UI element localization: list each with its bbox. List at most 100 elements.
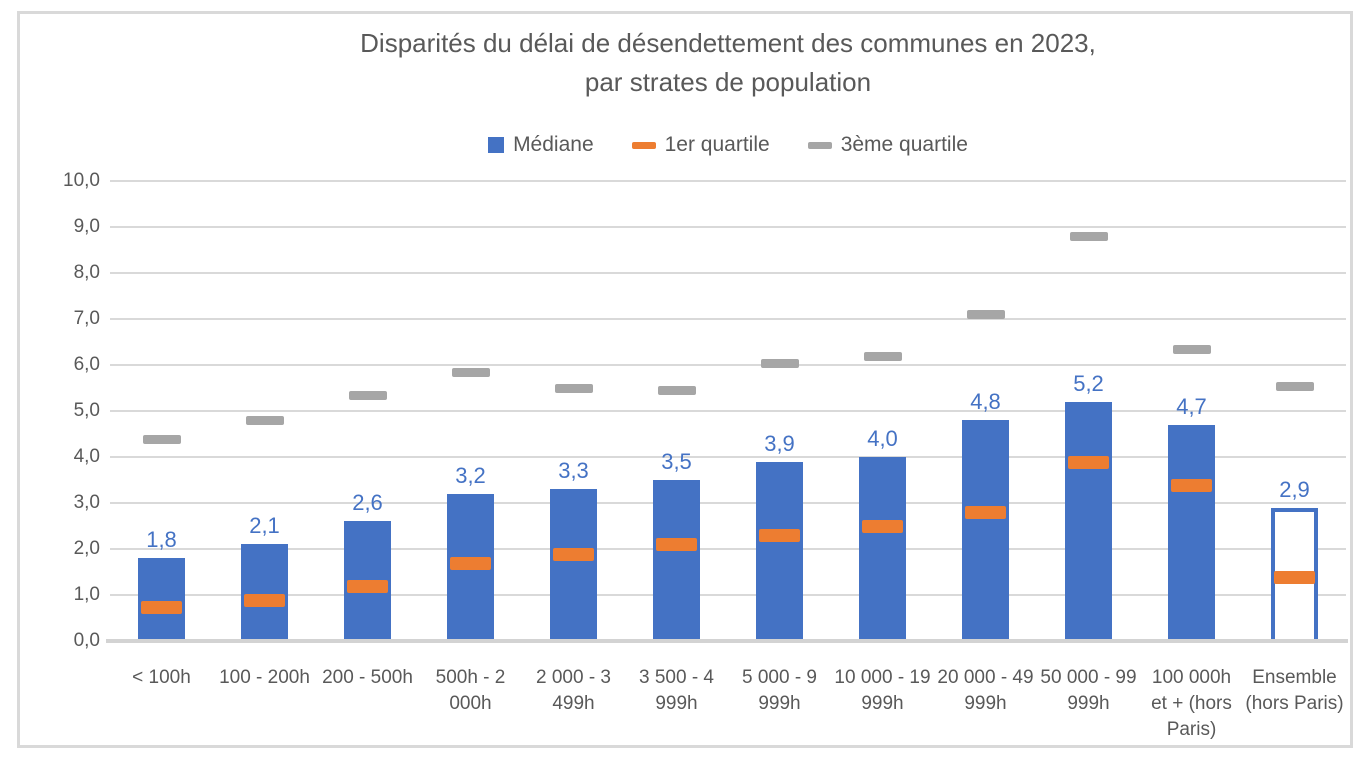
marker-q1	[1068, 455, 1109, 469]
x-category-label: Ensemble (hors Paris)	[1245, 667, 1344, 714]
category-column: 3,2	[419, 181, 522, 641]
y-tick-label: 8,0	[73, 262, 100, 283]
quartile3-swatch-icon	[807, 141, 832, 149]
x-axis-line	[106, 639, 1348, 643]
bar-median	[1065, 401, 1112, 641]
y-tick-label: 5,0	[73, 400, 100, 421]
marker-q3	[246, 416, 284, 426]
x-category-label: 5 000 - 9 999h	[742, 667, 817, 714]
x-category-label: < 100h	[132, 667, 191, 688]
legend: Médiane 1er quartile 3ème quartile	[110, 128, 1346, 162]
bar-median	[138, 558, 185, 641]
category-column: 4,0	[831, 181, 934, 641]
bar-value-label: 3,9	[764, 430, 795, 456]
marker-q3	[658, 386, 696, 396]
chart-title-line-2: par strates de population	[584, 67, 872, 97]
marker-q1	[759, 529, 800, 543]
x-category-label: 50 000 - 99 999h	[1040, 667, 1137, 714]
category-column: 4,7	[1140, 181, 1243, 641]
category-column: 4,8	[934, 181, 1037, 641]
marker-q3	[761, 358, 799, 368]
chart-frame: Disparités du délai de désendettement de…	[17, 11, 1353, 748]
y-tick-label: 4,0	[73, 446, 100, 467]
mediane-swatch-icon	[488, 137, 505, 153]
legend-label-mediane: Médiane	[513, 133, 594, 156]
chart-title-line-1: Disparités du délai de désendettement de…	[360, 28, 1096, 58]
x-category-label: 3 500 - 4 999h	[639, 667, 714, 714]
legend-label-1er-quartile: 1er quartile	[664, 133, 770, 156]
marker-q3	[1276, 381, 1314, 391]
marker-q1	[450, 556, 491, 570]
category-column: 3,5	[625, 181, 728, 641]
marker-q1	[965, 506, 1006, 520]
y-tick-label: 9,0	[73, 216, 100, 237]
bar-median	[241, 544, 288, 641]
gridline	[110, 180, 1346, 182]
y-tick-label: 6,0	[73, 354, 100, 375]
x-category-label: 2 000 - 3 499h	[536, 667, 611, 714]
bar-value-label: 4,7	[1176, 393, 1207, 419]
marker-q1	[553, 547, 594, 561]
marker-q1	[862, 520, 903, 533]
chart-title: Disparités du délai de désendettement de…	[110, 24, 1346, 102]
category-column: 1,8	[110, 181, 213, 641]
marker-q3	[452, 367, 490, 377]
legend-item-3eme-quartile: 3ème quartile	[807, 133, 968, 157]
marker-q3	[143, 434, 181, 444]
legend-item-1er-quartile: 1er quartile	[631, 133, 770, 157]
bar-median	[550, 489, 597, 641]
bar-median	[859, 457, 906, 641]
bar-median	[962, 420, 1009, 641]
y-tick-label: 10,0	[63, 170, 100, 191]
marker-q1	[347, 579, 388, 593]
gridline	[110, 364, 1346, 366]
gridline	[110, 226, 1346, 228]
bar-value-label: 3,2	[455, 462, 486, 488]
bar-value-label: 3,5	[661, 449, 692, 474]
bar-median	[756, 461, 803, 641]
y-tick-label: 1,0	[73, 584, 100, 605]
plot-area: 1,8 2,1 2,6 3,2 3,3 3,5 3,9 4,0 4,8 5,2 4,7 2,9	[106, 180, 1348, 643]
category-column: 3,3	[522, 181, 625, 641]
gridline	[110, 594, 1346, 596]
gridline	[110, 410, 1346, 412]
category-column: 2,9	[1243, 181, 1346, 641]
marker-q3	[1173, 344, 1211, 354]
bar-value-label: 3,3	[558, 458, 589, 484]
category-column: 5,2	[1037, 181, 1140, 641]
marker-q3	[555, 384, 593, 393]
x-axis-labels: < 100h 100 - 200h 200 - 500h 500h - 2 000h 2…	[110, 665, 1346, 743]
quartile1-swatch-icon	[631, 141, 656, 149]
marker-q1	[656, 538, 697, 552]
y-tick-label: 2,0	[73, 538, 100, 559]
y-axis: 0,0 1,0 2,0 3,0 4,0 5,0 6,0 7,0 8,0 9,0 10,0	[36, 170, 100, 651]
marker-q1	[244, 593, 285, 607]
marker-q3	[967, 310, 1005, 320]
bar-value-label: 4,0	[867, 426, 898, 451]
marker-q1	[1171, 478, 1212, 492]
bar-median	[653, 480, 700, 641]
x-category-label: 200 - 500h	[322, 667, 413, 688]
category-column: 2,1	[213, 181, 316, 641]
x-category-label: 20 000 - 49 999h	[937, 667, 1034, 714]
marker-q3	[1070, 232, 1108, 242]
legend-item-mediane: Médiane	[488, 133, 594, 157]
gridline	[110, 318, 1346, 320]
bar-median	[1168, 424, 1215, 641]
bar-value-label: 2,6	[352, 490, 383, 516]
gridline	[110, 272, 1346, 274]
gridline	[110, 456, 1346, 458]
x-category-label: 100 000h et + (hors Paris)	[1151, 667, 1232, 740]
marker-q1	[1274, 570, 1315, 584]
x-category-label: 10 000 - 19 999h	[834, 667, 931, 714]
marker-q3	[349, 390, 387, 400]
y-tick-label: 3,0	[73, 492, 100, 513]
bar-value-label: 2,1	[249, 513, 280, 539]
y-tick-label: 7,0	[73, 308, 100, 329]
bar-value-label: 5,2	[1073, 370, 1104, 396]
y-tick-label: 0,0	[73, 630, 100, 651]
gridline	[110, 548, 1346, 550]
marker-q3	[864, 351, 902, 361]
bar-value-label: 1,8	[146, 527, 177, 553]
x-category-label: 500h - 2 000h	[435, 667, 506, 714]
